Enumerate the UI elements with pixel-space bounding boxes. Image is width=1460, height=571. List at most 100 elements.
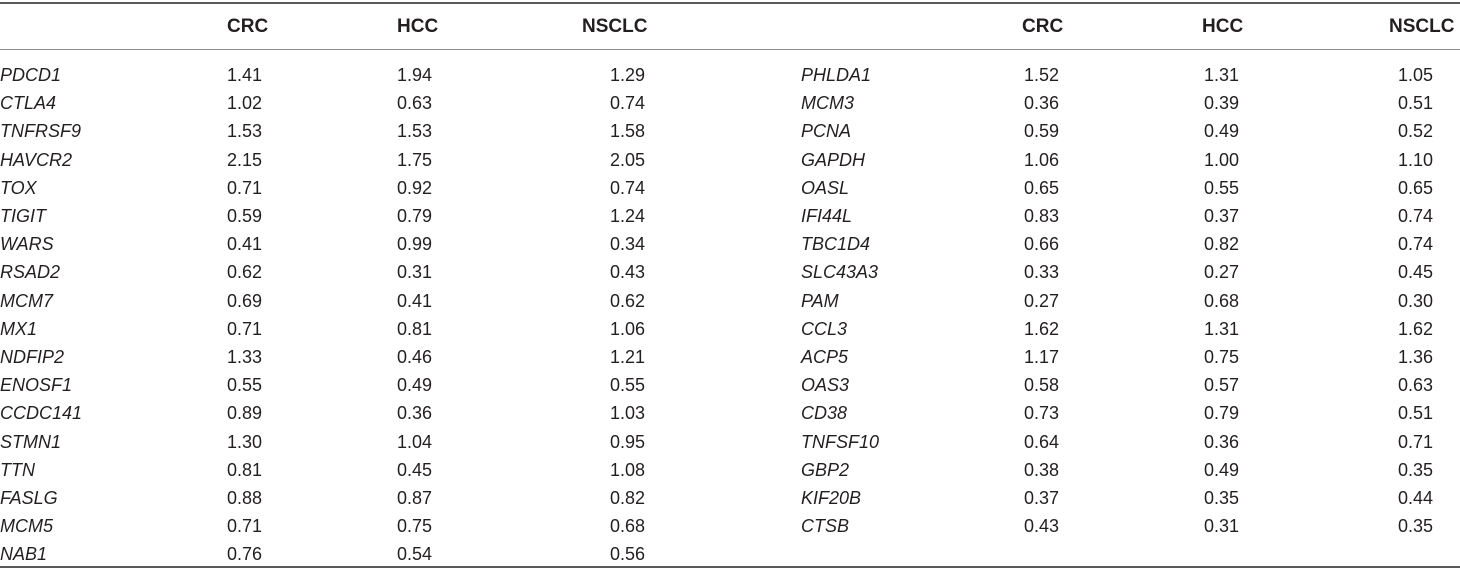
gene-name: GBP2 xyxy=(801,459,850,480)
hcc-value: 1.31 xyxy=(1204,318,1240,339)
crc-value: 0.71 xyxy=(227,318,263,339)
right-header-nsclc: NSCLC xyxy=(1389,16,1455,37)
hcc-value: 0.36 xyxy=(397,403,433,424)
crc-value: 0.83 xyxy=(1024,206,1060,226)
hcc-value: 1.31 xyxy=(1204,65,1240,85)
crc-value: 0.37 xyxy=(1024,488,1060,508)
crc-value: 1.41 xyxy=(227,65,263,85)
hcc-value: 0.63 xyxy=(397,93,433,114)
crc-value: 1.02 xyxy=(227,93,263,114)
hcc-value: 0.68 xyxy=(1204,290,1240,311)
hcc-value: 0.36 xyxy=(1204,431,1240,452)
hcc-value: 0.92 xyxy=(397,177,433,198)
left-table-row: MCM5 0.71 0.75 0.68 xyxy=(0,515,1460,543)
nsclc-value: 1.36 xyxy=(1398,347,1434,367)
right-table-row: TBC1D4 0.66 0.82 0.74 xyxy=(0,233,1460,261)
hcc-value: 1.75 xyxy=(397,149,433,170)
crc-value: 1.06 xyxy=(1024,149,1060,170)
nsclc-value: 0.71 xyxy=(1398,431,1434,452)
gene-name: CCDC141 xyxy=(0,403,83,424)
nsclc-value: 0.74 xyxy=(1398,234,1434,255)
gene-name: OASL xyxy=(801,177,850,198)
crc-value: 0.81 xyxy=(227,459,263,480)
nsclc-value: 1.58 xyxy=(610,121,646,142)
hcc-value: 0.81 xyxy=(397,318,433,339)
left-table-row: TTN 0.81 0.45 1.08 xyxy=(0,459,1460,487)
gene-name: NAB1 xyxy=(0,544,48,565)
nsclc-value: 0.95 xyxy=(610,431,646,452)
hcc-value: 0.45 xyxy=(397,459,433,480)
nsclc-value: 0.74 xyxy=(1398,206,1434,226)
nsclc-value: 0.55 xyxy=(610,375,646,396)
table-header-rule xyxy=(0,49,1460,50)
nsclc-value: 0.34 xyxy=(610,234,646,255)
crc-value: 0.38 xyxy=(1024,459,1060,480)
hcc-value: 0.49 xyxy=(1204,459,1240,480)
gene-name: IFI44L xyxy=(801,206,853,226)
left-table-row: MX1 0.71 0.81 1.06 xyxy=(0,318,1460,346)
crc-value: 2.15 xyxy=(227,149,263,170)
crc-value: 1.30 xyxy=(227,431,263,452)
gene-name: ACP5 xyxy=(801,347,849,367)
crc-value: 0.88 xyxy=(227,488,263,508)
crc-value: 0.55 xyxy=(227,375,263,396)
nsclc-value: 0.44 xyxy=(1398,488,1434,508)
left-table-row: MCM7 0.69 0.41 0.62 xyxy=(0,290,1460,318)
crc-value: 0.71 xyxy=(227,516,263,537)
nsclc-value: 2.05 xyxy=(610,149,646,170)
gene-name: HAVCR2 xyxy=(0,149,73,170)
nsclc-value: 0.35 xyxy=(1398,459,1434,480)
crc-value: 0.73 xyxy=(1024,403,1060,424)
left-header-crc: CRC xyxy=(227,16,269,37)
right-table-row: OAS3 0.58 0.57 0.63 xyxy=(0,374,1460,402)
nsclc-value: 0.63 xyxy=(1398,375,1434,396)
left-table-row: RSAD2 0.62 0.31 0.43 xyxy=(0,261,1460,289)
crc-value: 0.89 xyxy=(227,403,263,424)
right-table-row: PHLDA1 1.52 1.31 1.05 xyxy=(0,64,1460,92)
nsclc-value: 0.82 xyxy=(610,488,646,508)
hcc-value: 1.04 xyxy=(397,431,433,452)
crc-value: 0.59 xyxy=(227,206,263,226)
right-table-row: CTSB 0.43 0.31 0.35 xyxy=(0,515,1460,543)
nsclc-value: 1.08 xyxy=(610,459,646,480)
left-header-hcc: HCC xyxy=(397,16,439,37)
left-table-row: PDCD1 1.41 1.94 1.29 xyxy=(0,64,1460,92)
gene-name: STMN1 xyxy=(0,431,62,452)
hcc-value: 0.37 xyxy=(1204,206,1240,226)
right-table-row: OASL 0.65 0.55 0.65 xyxy=(0,177,1460,205)
nsclc-value: 1.03 xyxy=(610,403,646,424)
gene-name: MX1 xyxy=(0,318,38,339)
gene-name: ENOSF1 xyxy=(0,375,73,396)
nsclc-value: 0.30 xyxy=(1398,290,1434,311)
gene-name: TTN xyxy=(0,459,35,480)
left-header-nsclc: NSCLC xyxy=(582,16,648,37)
crc-value: 1.62 xyxy=(1024,318,1060,339)
hcc-value: 0.54 xyxy=(397,544,433,565)
right-table-row: ACP5 1.17 0.75 1.36 xyxy=(0,346,1460,374)
right-table-row: IFI44L 0.83 0.37 0.74 xyxy=(0,205,1460,233)
hcc-value: 0.79 xyxy=(1204,403,1240,424)
gene-name: SLC43A3 xyxy=(801,262,879,283)
right-table-row: SLC43A3 0.33 0.27 0.45 xyxy=(0,261,1460,289)
hcc-value: 0.99 xyxy=(397,234,433,255)
crc-value: 0.33 xyxy=(1024,262,1060,283)
right-table-row: PCNA 0.59 0.49 0.52 xyxy=(0,120,1460,148)
table-top-rule xyxy=(0,2,1460,4)
nsclc-value: 0.51 xyxy=(1398,93,1434,114)
crc-value: 0.41 xyxy=(227,234,263,255)
hcc-value: 1.53 xyxy=(397,121,433,142)
crc-value: 0.58 xyxy=(1024,375,1060,396)
crc-value: 1.33 xyxy=(227,347,263,367)
gene-name: MCM3 xyxy=(801,93,854,114)
gene-name: TBC1D4 xyxy=(801,234,871,255)
left-table-row: CCDC141 0.89 0.36 1.03 xyxy=(0,402,1460,430)
gene-name: OAS3 xyxy=(801,375,850,396)
crc-value: 0.36 xyxy=(1024,93,1060,114)
hcc-value: 0.75 xyxy=(397,516,433,537)
crc-value: 0.69 xyxy=(227,290,263,311)
crc-value: 1.17 xyxy=(1024,347,1060,367)
right-header-crc: CRC xyxy=(1022,16,1064,37)
left-table-row: NAB1 0.76 0.54 0.56 xyxy=(0,543,1460,571)
gene-name: PDCD1 xyxy=(0,65,62,85)
left-table-row: CTLA4 1.02 0.63 0.74 xyxy=(0,92,1460,120)
